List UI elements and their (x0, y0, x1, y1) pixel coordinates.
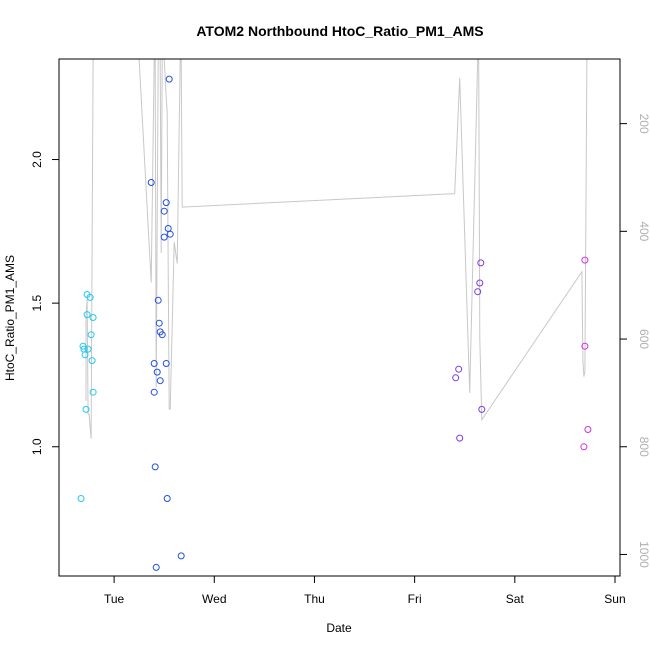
y2-tick-label: 400 (637, 221, 650, 241)
data-point (158, 331, 166, 339)
plot-frame (58, 58, 621, 577)
data-point (474, 288, 482, 296)
data-point (166, 230, 174, 238)
y-tick-label: 2.0 (30, 151, 44, 168)
y2-tick-label: 200 (637, 114, 650, 134)
data-point (478, 405, 486, 413)
x-axis-label: Date (326, 621, 352, 635)
data-point (581, 256, 589, 264)
data-point (162, 360, 170, 367)
data-point (580, 443, 588, 451)
data-point (77, 495, 85, 502)
data-point (154, 296, 162, 304)
x-tick-label: Fri (408, 592, 422, 606)
data-point (165, 75, 173, 83)
data-point (86, 293, 94, 301)
y-axis-label: HtoC_Ratio_PM1_AMS (3, 255, 17, 381)
data-point (79, 342, 87, 350)
y2-tick-label: 800 (637, 437, 650, 457)
x-tick-label: Thu (304, 592, 325, 606)
x-tick-label: Sat (506, 592, 525, 606)
data-point (150, 388, 158, 396)
y2-tick-label: 1000 (637, 541, 650, 568)
altitude-line (85, 58, 588, 439)
data-point (83, 311, 91, 319)
x-tick-label: Wed (202, 592, 226, 606)
data-point (456, 434, 464, 442)
data-points-layer (77, 75, 592, 571)
data-point (81, 351, 89, 359)
x-tick-label: Tue (104, 592, 125, 606)
data-point (150, 360, 158, 367)
data-point (88, 357, 96, 365)
y-tick-label: 1.5 (30, 294, 44, 311)
data-point (82, 405, 90, 413)
y-axis-right: 200 400 600 800 1000 (620, 114, 650, 568)
y2-tick-label: 600 (637, 329, 650, 349)
data-point (455, 365, 463, 373)
data-point (163, 495, 171, 502)
data-point (452, 374, 460, 382)
data-point (160, 207, 168, 215)
data-point (89, 388, 97, 396)
y-tick-label: 1.0 (30, 438, 44, 455)
data-point (476, 279, 484, 287)
x-axis: Tue Wed Thu Fri Sat Sun (104, 576, 626, 606)
data-point (89, 314, 97, 321)
data-point (160, 233, 168, 241)
data-point (152, 563, 160, 571)
data-point (177, 552, 185, 560)
y-axis-left: 1.0 1.5 2.0 (30, 151, 59, 455)
x-tick-label: Sun (604, 592, 625, 606)
data-point (87, 331, 95, 339)
data-point (147, 179, 155, 186)
data-point (151, 463, 159, 471)
data-point (84, 345, 92, 353)
data-point (162, 199, 170, 207)
data-point (155, 319, 163, 327)
data-point (156, 377, 164, 385)
altitude-line-layer (85, 58, 588, 439)
data-point (581, 342, 589, 350)
data-point (153, 368, 161, 376)
data-point (584, 426, 592, 433)
chart-title: ATOM2 Northbound HtoC_Ratio_PM1_AMS (196, 23, 483, 39)
data-point (477, 259, 485, 267)
